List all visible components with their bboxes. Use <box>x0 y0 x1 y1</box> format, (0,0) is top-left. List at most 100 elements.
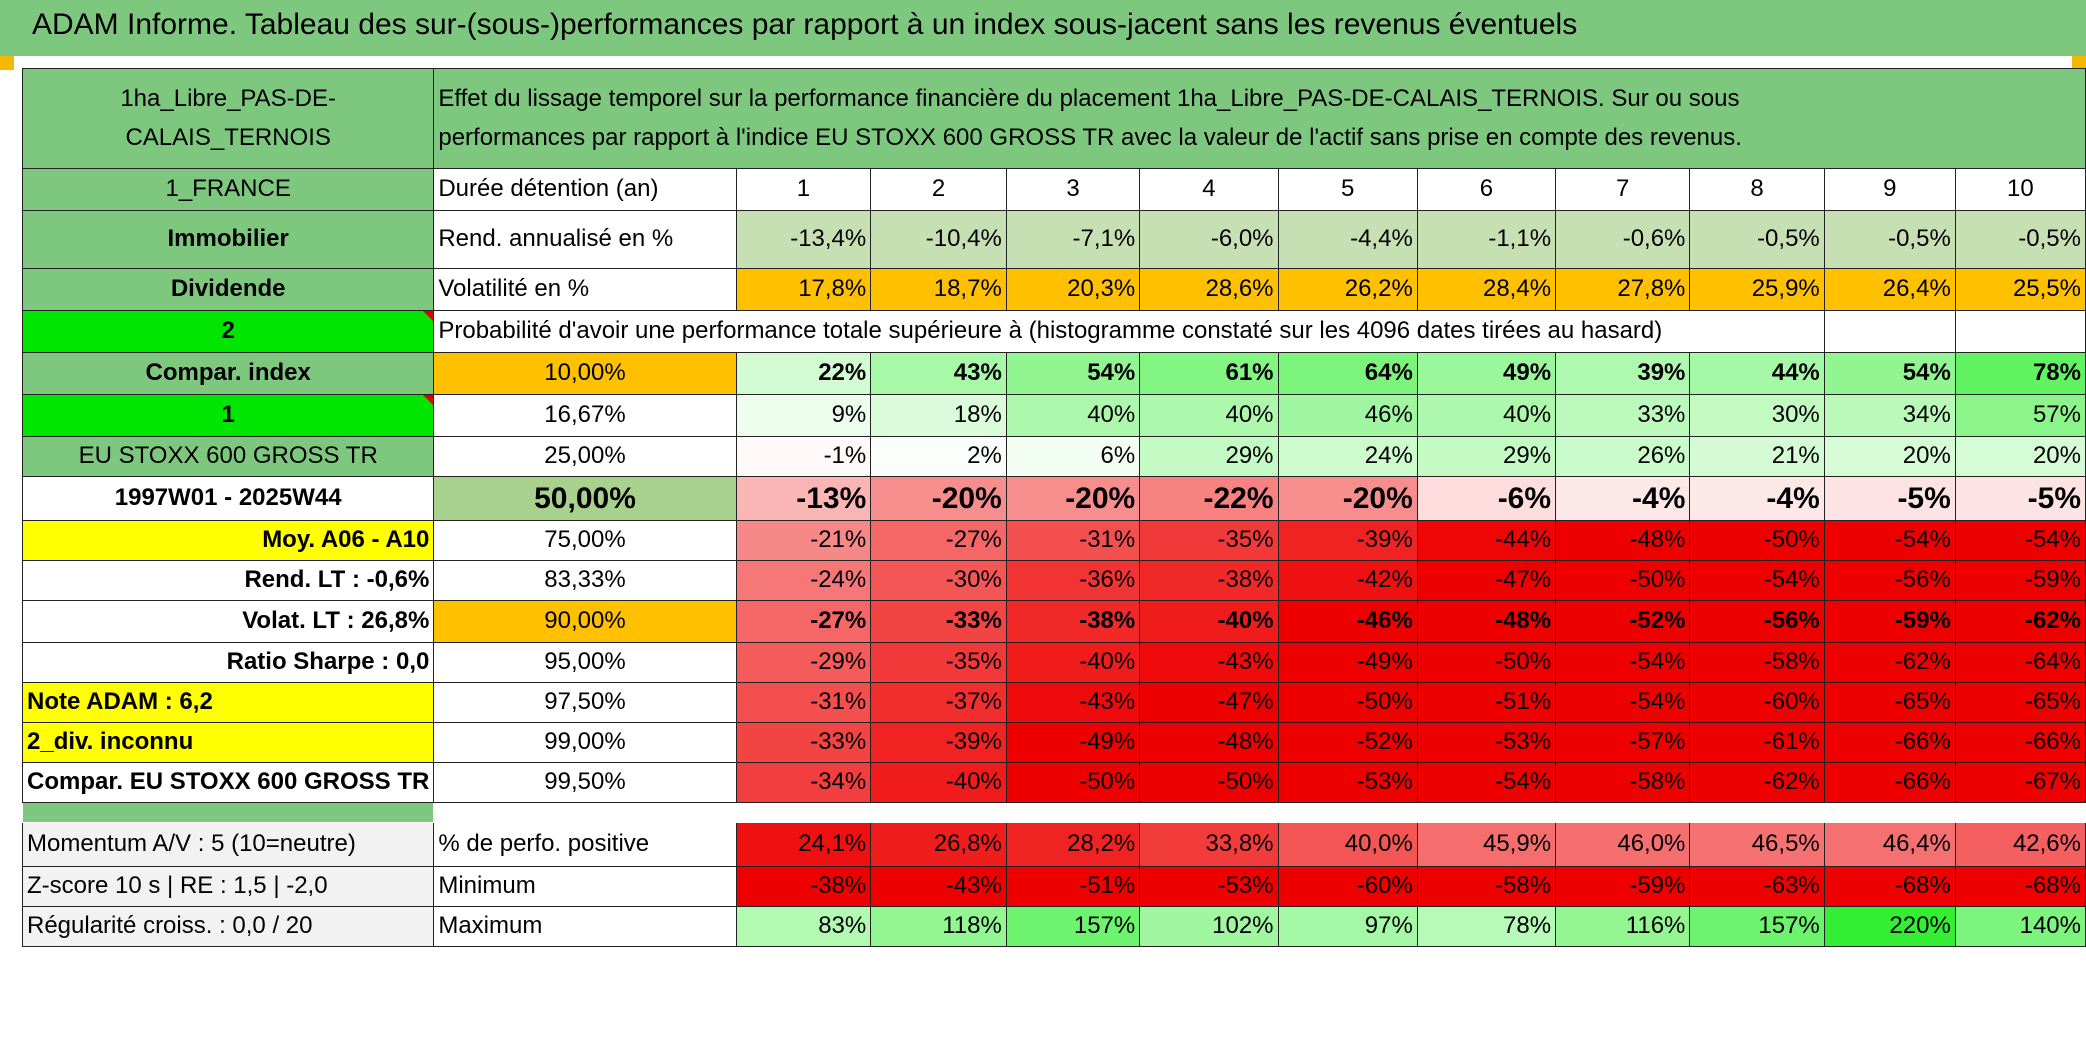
table-row: Z-score 10 s | RE : 1,5 | -2,0 Minimum -38… <box>21 866 2086 907</box>
return-cell: -10,4% <box>870 210 1007 269</box>
quantile-cell: -27% <box>735 600 872 643</box>
moy-label: Moy. A06 - A10 <box>21 520 435 561</box>
quantile-cell: 61% <box>1139 352 1279 395</box>
quantile-label: 95,00% <box>433 642 737 683</box>
quantile-cell: -42% <box>1277 560 1418 601</box>
table-row: 1997W01 - 2025W44 50,00% -13% -20% -20% -22% -… <box>21 476 2086 521</box>
year-header: 4 <box>1139 168 1279 211</box>
description-line2: performances par rapport à l'indice EU S… <box>438 123 1742 151</box>
quantile-label: 83,33% <box>433 560 737 601</box>
spacer-cell <box>1556 803 1690 823</box>
sharpe-ratio: Ratio Sharpe : 0,0 <box>21 642 435 683</box>
pct-positive-cell: 46,4% <box>1823 822 1956 867</box>
quantile-cell: -48% <box>1139 722 1279 763</box>
quantile-cell: -54% <box>1555 682 1691 723</box>
quantile-cell: -52% <box>1555 600 1691 643</box>
quantile-cell: -66% <box>1954 722 2086 763</box>
description-line1: Effet du lissage temporel sur la perform… <box>438 85 1740 113</box>
quantile-cell: -39% <box>870 722 1007 763</box>
dividend-status: 2_div. inconnu <box>21 722 435 763</box>
table-row: 1_FRANCE Durée détention (an) 1 2 3 4 5 6 7 8 9 10 <box>21 168 2086 211</box>
quantile-cell: 64% <box>1277 352 1418 395</box>
maximum-label: Maximum <box>433 906 737 947</box>
table-row: Rend. LT : -0,6% 83,33% -24% -30% -36% -38% -4… <box>21 560 2086 601</box>
year-header: 2 <box>870 168 1007 211</box>
spacer-cell <box>1140 803 1278 823</box>
table-row: Compar. EU STOXX 600 GROSS TR 99,50% -34% -… <box>21 762 2086 803</box>
table-row: Compar. index 10,00% 22% 43% 54% 61% 64% 49% 39%… <box>21 352 2086 395</box>
corner-marker <box>0 56 14 70</box>
quantile-cell: -57% <box>1555 722 1691 763</box>
quantile-cell: 46% <box>1277 394 1418 437</box>
table-row: 2_div. inconnu 99,00% -33% -39% -49% -48% -52%… <box>21 722 2086 763</box>
return-cell: -0,5% <box>1954 210 2086 269</box>
zscore-label: Z-score 10 s | RE : 1,5 | -2,0 <box>21 866 435 907</box>
quantile-label: 50,00% <box>433 476 737 521</box>
table-row: Immobilier Rend. annualisé en % -13,4% -10,… <box>21 210 2086 269</box>
quantile-cell: 34% <box>1823 394 1956 437</box>
quantile-cell: 26% <box>1555 436 1691 477</box>
maximum-cell: 116% <box>1555 906 1691 947</box>
minimum-cell: -43% <box>870 866 1007 907</box>
quantile-cell: -48% <box>1416 600 1557 643</box>
quantile-cell: -59% <box>1823 600 1956 643</box>
quantile-cell: -24% <box>735 560 872 601</box>
quantile-cell: -54% <box>1416 762 1557 803</box>
quantile-cell: -40% <box>1139 600 1279 643</box>
quantile-cell: -65% <box>1823 682 1956 723</box>
quantile-cell: 20% <box>1954 436 2086 477</box>
spacer-cell <box>1278 803 1417 823</box>
quantile-cell: -40% <box>1005 642 1141 683</box>
quantile-cell: -51% <box>1416 682 1557 723</box>
table-row: 1ha_Libre_PAS-DE- CALAIS_TERNOIS Effet du … <box>21 68 2086 169</box>
minimum-cell: -63% <box>1689 866 1825 907</box>
quantile-cell: -38% <box>1139 560 1279 601</box>
quantile-cell: 20% <box>1823 436 1956 477</box>
quantile-cell: -64% <box>1954 642 2086 683</box>
quantile-cell: -58% <box>1555 762 1691 803</box>
title-bar: ADAM Informe. Tableau des sur-(sous-)per… <box>0 0 2086 56</box>
quantile-cell: -62% <box>1954 600 2086 643</box>
quantile-label: 25,00% <box>433 436 737 477</box>
asset-class: Immobilier <box>21 210 435 269</box>
quantile-cell: 2% <box>870 436 1007 477</box>
quantile-cell: 18% <box>870 394 1007 437</box>
quantile-cell: -5% <box>1954 476 2086 521</box>
quantile-cell: -6% <box>1416 476 1557 521</box>
empty-cell <box>1823 310 1956 353</box>
pct-positive-cell: 46,5% <box>1689 822 1825 867</box>
pct-positive-cell: 46,0% <box>1555 822 1691 867</box>
table-row: Dividende Volatilité en % 17,8% 18,7% 20,3% 2… <box>21 268 2086 311</box>
quantile-cell: 57% <box>1954 394 2086 437</box>
volatility-cell: 28,4% <box>1416 268 1557 311</box>
quantile-cell: 40% <box>1139 394 1279 437</box>
spacer-cell <box>736 803 871 823</box>
quantile-cell: 30% <box>1689 394 1825 437</box>
badge-1: 1 <box>21 394 435 437</box>
quantile-cell: -50% <box>1555 560 1691 601</box>
return-cell: -1,1% <box>1416 210 1557 269</box>
quantile-cell: -35% <box>1139 520 1279 561</box>
table-row: Momentum A/V : 5 (10=neutre)% de perfo. … <box>21 822 2086 867</box>
quantile-cell: 43% <box>870 352 1007 395</box>
volatility-cell: 17,8% <box>735 268 872 311</box>
quantile-cell: -62% <box>1823 642 1956 683</box>
description: Effet du lissage temporel sur la perform… <box>433 68 2086 169</box>
volatility-label: Volatilité en % <box>433 268 737 311</box>
quantile-cell: -20% <box>1277 476 1418 521</box>
quantile-cell: 22% <box>735 352 872 395</box>
regularite-label: Régularité croiss. : 0,0 / 20 <box>21 906 435 947</box>
quantile-cell: -29% <box>735 642 872 683</box>
volatility-cell: 18,7% <box>870 268 1007 311</box>
minimum-cell: -38% <box>735 866 872 907</box>
table-row: Régularité croiss. : 0,0 / 20 Maximum 83% 1… <box>21 906 2086 947</box>
fund-name-line1: 1ha_Libre_PAS-DE- <box>120 85 336 113</box>
quantile-cell: -61% <box>1689 722 1825 763</box>
year-header: 7 <box>1555 168 1691 211</box>
quantile-cell: 78% <box>1954 352 2086 395</box>
minimum-cell: -68% <box>1954 866 2086 907</box>
quantile-cell: -59% <box>1954 560 2086 601</box>
maximum-cell: 220% <box>1823 906 1956 947</box>
quantile-cell: -66% <box>1823 722 1956 763</box>
minimum-cell: -68% <box>1823 866 1956 907</box>
